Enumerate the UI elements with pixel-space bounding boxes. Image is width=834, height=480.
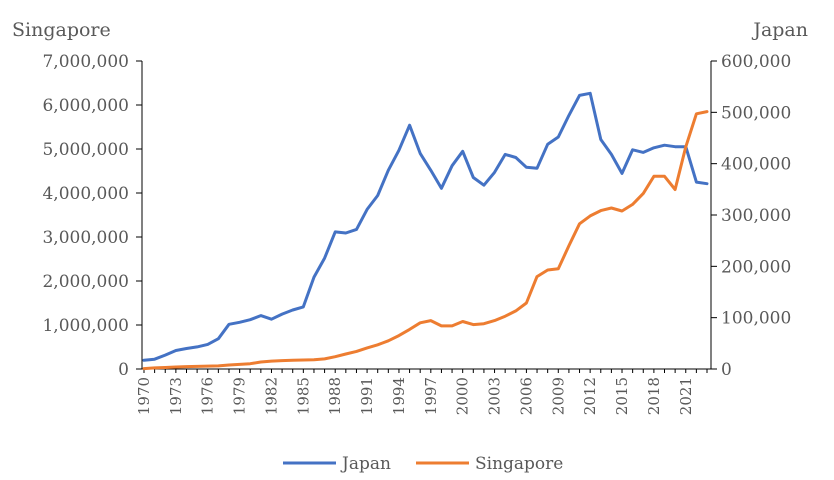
y-right-tick-label: 400,000: [721, 155, 791, 175]
series-line-japan: [142, 91, 709, 362]
y-right-axis-label: Japan: [751, 19, 808, 41]
x-tick-label: 1985: [294, 377, 312, 415]
x-tick-label: 2006: [517, 377, 535, 415]
y-left-tick-label: 3,000,000: [42, 228, 129, 248]
legend-label-japan: Japan: [340, 454, 391, 474]
x-tick-label: 2003: [486, 377, 504, 415]
x-tick-label: 2000: [454, 377, 472, 415]
y-left-tick-label: 0: [118, 360, 129, 380]
y-right-tick-label: 600,000: [721, 52, 791, 72]
y-left-axis: 0 1,000,000 2,000,000 3,000,000 4,000,000 5,0…: [42, 52, 143, 380]
x-tick-label: 1979: [231, 377, 249, 415]
x-tick-label: 2018: [645, 377, 663, 415]
x-tick-label: 1997: [422, 377, 440, 415]
plot-area: [142, 91, 709, 371]
y-left-tick-label: 5,000,000: [42, 140, 129, 160]
y-left-axis-label: Singapore: [12, 19, 111, 41]
y-right-tick-label: 0: [721, 360, 732, 380]
y-right-tick-label: 500,000: [721, 103, 791, 123]
x-tick-label: 1994: [390, 377, 408, 415]
y-right-tick-label: 300,000: [721, 206, 791, 226]
x-tick-label: 1973: [167, 377, 185, 415]
x-tick-label: 2009: [549, 377, 567, 415]
legend: Japan Singapore: [283, 454, 563, 474]
x-tick-label: 2015: [613, 377, 631, 415]
x-tick-label: 1991: [358, 377, 376, 415]
x-axis: 1970 1973 1976 1979 1982 1985 1988 1991 1994 1997…: [135, 368, 711, 415]
y-right-tick-label: 200,000: [721, 257, 791, 277]
y-left-tick-label: 6,000,000: [42, 96, 129, 116]
y-left-tick-label: 7,000,000: [42, 52, 129, 72]
y-left-tick-label: 4,000,000: [42, 184, 129, 204]
series-line-singapore: [142, 110, 709, 371]
x-tick-label: 1988: [326, 377, 344, 415]
y-right-tick-label: 100,000: [721, 309, 791, 329]
x-tick-label: 1976: [199, 377, 217, 415]
x-tick-label: 2012: [581, 377, 599, 415]
x-tick-label: 1970: [135, 377, 153, 415]
legend-label-singapore: Singapore: [475, 454, 563, 474]
x-tick-label: 1982: [262, 377, 280, 415]
y-left-tick-label: 1,000,000: [42, 316, 129, 336]
x-tick-label: 2021: [677, 377, 695, 415]
y-left-tick-label: 2,000,000: [42, 272, 129, 292]
y-right-axis: 0 100,000 200,000 300,000 400,000 500,000 600,…: [710, 52, 791, 380]
